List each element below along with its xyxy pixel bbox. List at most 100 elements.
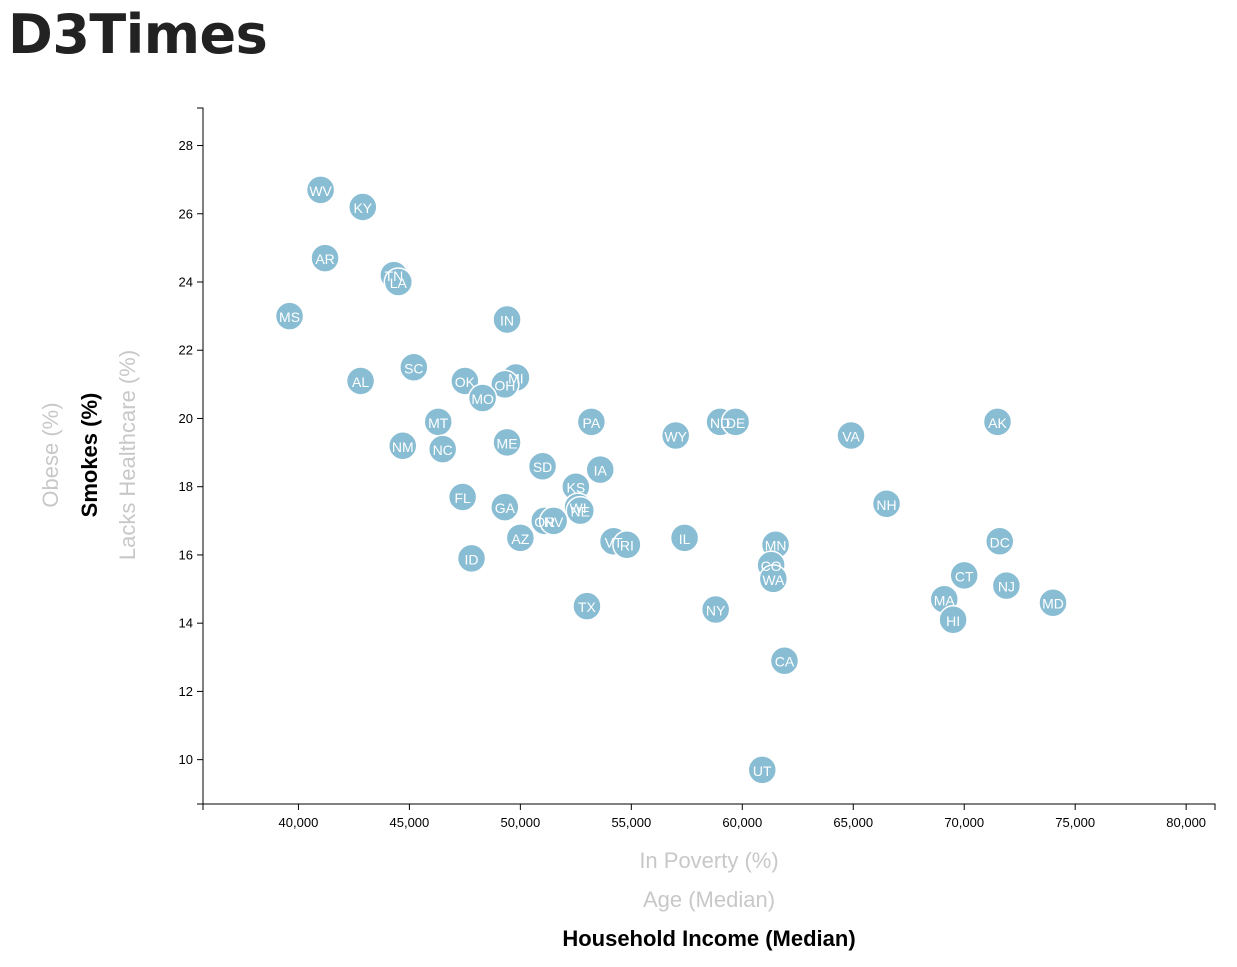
x-tick-label: 50,000	[500, 815, 540, 830]
x-axis-labels: In Poverty (%) Age (Median) Household In…	[562, 848, 855, 951]
point-ne[interactable]	[565, 495, 596, 526]
point-nc[interactable]	[427, 434, 458, 464]
x-tick-label: 65,000	[833, 815, 873, 830]
point-me[interactable]	[492, 427, 522, 458]
point-az[interactable]	[505, 523, 536, 553]
point-la[interactable]	[383, 267, 414, 297]
point-label-al: AL	[352, 374, 369, 390]
x-tick-label: 75,000	[1055, 815, 1095, 830]
point-label-sd: SD	[533, 459, 552, 475]
point-nv[interactable]	[538, 506, 569, 536]
point-label-nv: NV	[544, 514, 564, 530]
point-label-wa: WA	[762, 572, 785, 588]
point-sc[interactable]	[399, 352, 429, 383]
point-il[interactable]	[669, 523, 700, 553]
point-al[interactable]	[345, 366, 376, 396]
y-tick-label: 28	[179, 138, 193, 153]
point-ny[interactable]	[700, 594, 731, 625]
point-va[interactable]	[836, 420, 866, 451]
point-label-id: ID	[465, 551, 479, 567]
point-pa[interactable]	[576, 407, 607, 437]
point-wy[interactable]	[660, 420, 691, 451]
x-tick-label: 70,000	[944, 815, 984, 830]
point-label-ok: OK	[455, 374, 476, 390]
point-nj[interactable]	[991, 570, 1022, 601]
point-label-ar: AR	[315, 251, 334, 267]
point-ri[interactable]	[612, 529, 642, 560]
point-label-va: VA	[842, 429, 860, 445]
y-tick-label: 14	[179, 616, 193, 631]
x-axis-line	[202, 803, 1216, 810]
y-axis: 10 12 14 16 18 20 22 24 26 28	[179, 107, 204, 805]
point-nh[interactable]	[871, 489, 902, 519]
point-ak[interactable]	[982, 407, 1013, 437]
point-ar[interactable]	[310, 243, 340, 273]
point-ky[interactable]	[348, 192, 378, 222]
point-label-nm: NM	[392, 439, 414, 455]
point-ct[interactable]	[949, 560, 979, 591]
y-tick-label: 22	[179, 343, 193, 358]
point-label-ny: NY	[706, 603, 726, 619]
y-tick-label: 18	[179, 479, 193, 494]
point-label-oh: OH	[494, 377, 515, 393]
y-tick-label: 16	[179, 547, 193, 562]
point-label-vt: VT	[605, 534, 623, 550]
point-label-or: OR	[534, 514, 555, 530]
point-label-de: DE	[726, 415, 745, 431]
point-label-ne: NE	[571, 504, 590, 520]
point-de[interactable]	[720, 407, 751, 437]
y-label-healthcare[interactable]: Lacks Healthcare (%)	[115, 350, 140, 560]
point-ut[interactable]	[747, 755, 778, 785]
point-label-hi: HI	[946, 613, 960, 629]
point-id[interactable]	[456, 543, 487, 574]
point-label-tx: TX	[578, 599, 597, 615]
point-ia[interactable]	[585, 454, 616, 485]
point-label-sc: SC	[404, 360, 423, 376]
point-oh[interactable]	[490, 369, 520, 400]
x-tick-label: 55,000	[611, 815, 651, 830]
y-tick-label: 26	[179, 206, 193, 221]
x-label-age[interactable]: Age (Median)	[643, 887, 775, 912]
x-label-income[interactable]: Household Income (Median)	[562, 926, 855, 951]
point-mo[interactable]	[467, 383, 498, 413]
point-ga[interactable]	[490, 492, 520, 522]
point-label-az: AZ	[511, 531, 529, 547]
x-tick-label: 40,000	[279, 815, 319, 830]
point-label-ky: KY	[353, 200, 372, 216]
point-ms[interactable]	[274, 301, 305, 331]
point-tx[interactable]	[572, 591, 602, 621]
point-sd[interactable]	[527, 451, 558, 481]
point-label-mt: MT	[428, 415, 449, 431]
point-label-me: ME	[497, 435, 518, 451]
point-label-dc: DC	[990, 534, 1010, 550]
point-in[interactable]	[492, 304, 522, 335]
point-label-wi: WI	[570, 500, 587, 516]
y-label-obese[interactable]: Obese (%)	[38, 402, 63, 507]
point-hi[interactable]	[938, 605, 968, 635]
y-axis-line	[197, 107, 204, 805]
point-ca[interactable]	[769, 645, 800, 676]
x-label-poverty[interactable]: In Poverty (%)	[639, 848, 778, 873]
point-label-in: IN	[500, 313, 514, 329]
point-dc[interactable]	[984, 526, 1015, 557]
point-label-mo: MO	[471, 391, 494, 407]
x-tick-label: 80,000	[1166, 815, 1206, 830]
page-title: D3Times	[8, 3, 268, 66]
point-wa[interactable]	[758, 564, 789, 594]
point-label-ga: GA	[495, 500, 516, 516]
point-wv[interactable]	[305, 175, 336, 205]
point-label-ut: UT	[753, 763, 772, 779]
point-label-fl: FL	[454, 490, 471, 506]
point-label-pa: PA	[583, 415, 601, 431]
point-label-ri: RI	[620, 538, 634, 554]
point-label-ms: MS	[279, 309, 300, 325]
point-fl[interactable]	[447, 482, 478, 512]
point-nm[interactable]	[387, 431, 418, 461]
point-md[interactable]	[1038, 587, 1068, 618]
point-label-ca: CA	[775, 654, 795, 670]
point-label-wy: WY	[664, 429, 687, 445]
point-label-mi: MI	[508, 371, 524, 387]
y-tick-label: 12	[179, 684, 193, 699]
y-label-smokes[interactable]: Smokes (%)	[77, 393, 102, 518]
